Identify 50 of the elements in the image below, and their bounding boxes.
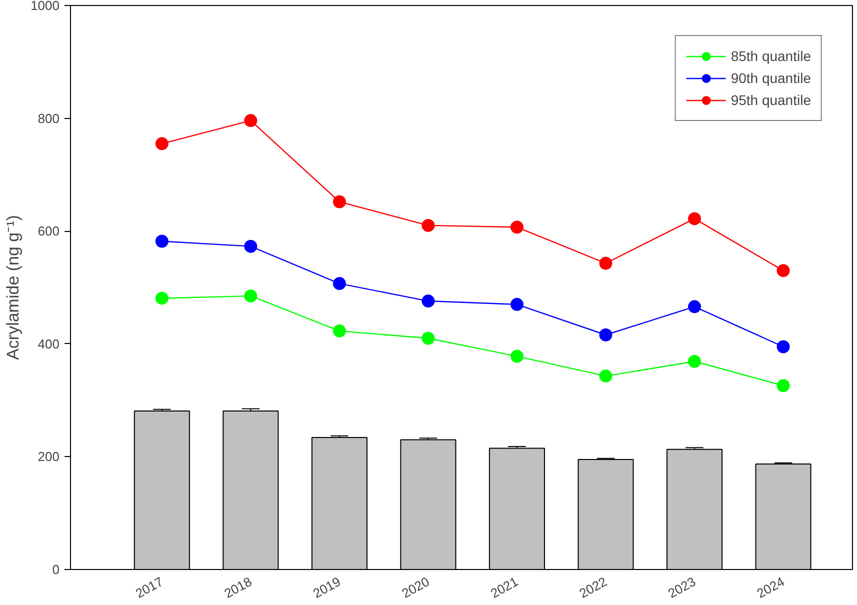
bar (134, 410, 190, 570)
point (155, 292, 168, 305)
point (244, 289, 258, 302)
y-tick-label: 400 (38, 336, 60, 352)
x-tick-label: 2021 (488, 574, 521, 601)
point (244, 240, 258, 253)
bar (578, 459, 634, 570)
point (155, 137, 168, 150)
point (510, 298, 524, 311)
x-tick-label: 2017 (132, 574, 166, 601)
point (776, 264, 790, 278)
point (422, 294, 435, 308)
point (510, 220, 524, 234)
point (688, 300, 701, 314)
y-tick-label: 1000 (30, 0, 60, 13)
point (422, 332, 435, 345)
y-axis-title: Acrylamide (ng g⁻¹) (4, 215, 23, 360)
y-tick-label: 0 (52, 562, 60, 577)
y-tick-label: 800 (38, 110, 60, 126)
point (599, 256, 612, 270)
point (776, 379, 790, 392)
point (599, 370, 612, 383)
point (244, 114, 258, 128)
point (332, 277, 346, 290)
legend-label: 95th quantile (730, 92, 811, 108)
x-tick-label: 2023 (666, 574, 698, 601)
bar (222, 410, 279, 570)
bar (755, 464, 812, 570)
point (599, 328, 612, 342)
point (688, 354, 701, 368)
point (155, 234, 168, 248)
point (422, 218, 435, 232)
legend-label: 85th quantile (730, 48, 811, 64)
y-tick-label: 600 (38, 224, 60, 239)
point (688, 212, 701, 226)
x-tick-label: 2020 (399, 574, 432, 601)
bar (666, 448, 723, 570)
point (510, 350, 524, 363)
legend-label: 90th quantile (730, 70, 811, 86)
point (776, 340, 790, 354)
x-tick-label: 2018 (222, 574, 254, 601)
point (332, 195, 346, 208)
bar (400, 439, 456, 570)
x-tick-label: 2019 (310, 574, 344, 601)
point (332, 324, 346, 338)
bar (488, 448, 545, 570)
x-tick-label: 2022 (576, 574, 610, 601)
x-tick-label: 2024 (754, 574, 787, 601)
y-tick-label: 200 (38, 449, 60, 464)
bar (311, 437, 368, 570)
